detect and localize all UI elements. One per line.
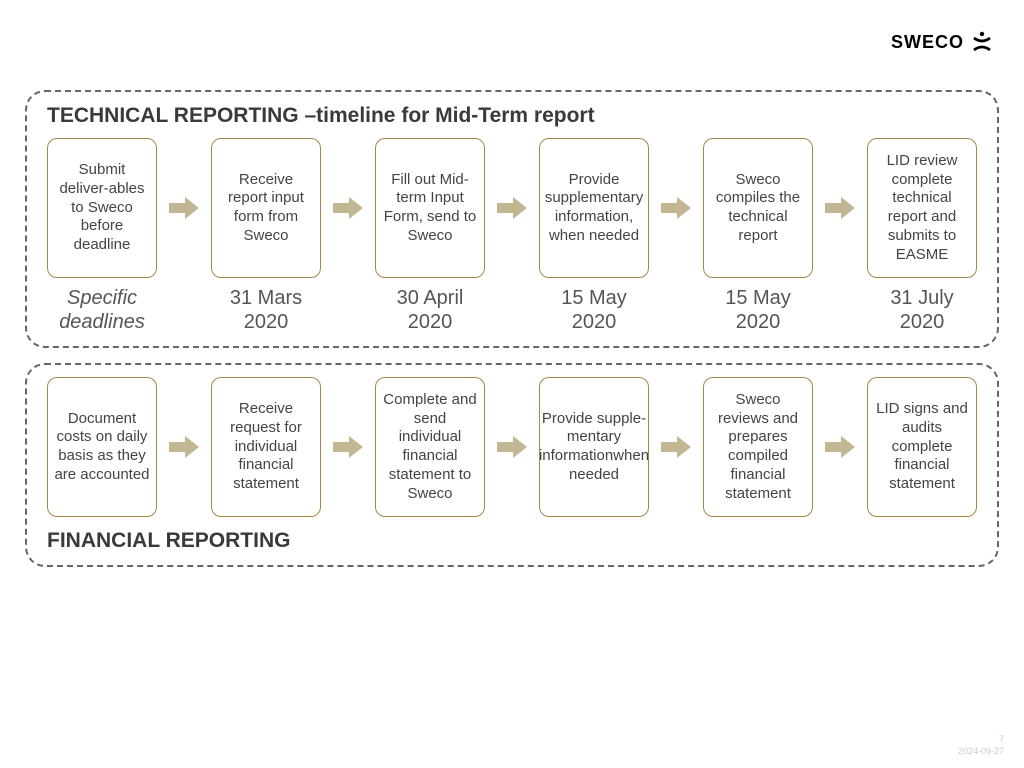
- tech-step: Fill out Mid-term Input Form, send to Sw…: [375, 138, 485, 278]
- tech-step: Sweco compiles the technical report: [703, 138, 813, 278]
- financial-steps-row: Document costs on daily basis as they ar…: [47, 377, 977, 517]
- tech-step: Provide supplementary information, when …: [539, 138, 649, 278]
- arrow-icon: [169, 436, 199, 458]
- fin-step: Sweco reviews and prepares compiled fina…: [703, 377, 813, 517]
- tech-step: Submit deliver-ables to Sweco before dea…: [47, 138, 157, 278]
- technical-section: TECHNICAL REPORTING –timeline for Mid-Te…: [25, 90, 999, 348]
- tech-step: LID review complete technical report and…: [867, 138, 977, 278]
- tech-step: Receive report input form from Sweco: [211, 138, 321, 278]
- deadline: 31 Mars 2020: [211, 286, 321, 334]
- technical-title: TECHNICAL REPORTING –timeline for Mid-Te…: [47, 104, 977, 128]
- page-number: 7: [958, 733, 1004, 746]
- arrow-icon: [661, 436, 691, 458]
- financial-section: Document costs on daily basis as they ar…: [25, 363, 999, 567]
- brand-logo: SWECO: [891, 30, 994, 54]
- deadline: 15 May 2020: [539, 286, 649, 334]
- technical-steps-row: Submit deliver-ables to Sweco before dea…: [47, 138, 977, 278]
- fin-step: Provide supple-mentary informationwhen n…: [539, 377, 649, 517]
- footer: 7 2024-09-27: [958, 733, 1004, 758]
- arrow-icon: [333, 436, 363, 458]
- fin-step: Receive request for individual financial…: [211, 377, 321, 517]
- arrow-icon: [497, 436, 527, 458]
- deadline: 31 July 2020: [867, 286, 977, 334]
- footer-date: 2024-09-27: [958, 745, 1004, 758]
- arrow-icon: [661, 197, 691, 219]
- deadline: 15 May 2020: [703, 286, 813, 334]
- brand-text: SWECO: [891, 32, 964, 53]
- arrow-icon: [169, 197, 199, 219]
- deadline: 30 April 2020: [375, 286, 485, 334]
- fin-step: Document costs on daily basis as they ar…: [47, 377, 157, 517]
- fin-step: Complete and send individual financial s…: [375, 377, 485, 517]
- arrow-icon: [825, 197, 855, 219]
- deadline-row: Specific deadlines 31 Mars 2020 30 April…: [47, 286, 977, 334]
- deadline-label: Specific deadlines: [47, 286, 157, 334]
- arrow-icon: [497, 197, 527, 219]
- arrow-icon: [825, 436, 855, 458]
- sweco-icon: [970, 30, 994, 54]
- fin-step: LID signs and audits complete financial …: [867, 377, 977, 517]
- arrow-icon: [333, 197, 363, 219]
- financial-title: FINANCIAL REPORTING: [47, 529, 977, 553]
